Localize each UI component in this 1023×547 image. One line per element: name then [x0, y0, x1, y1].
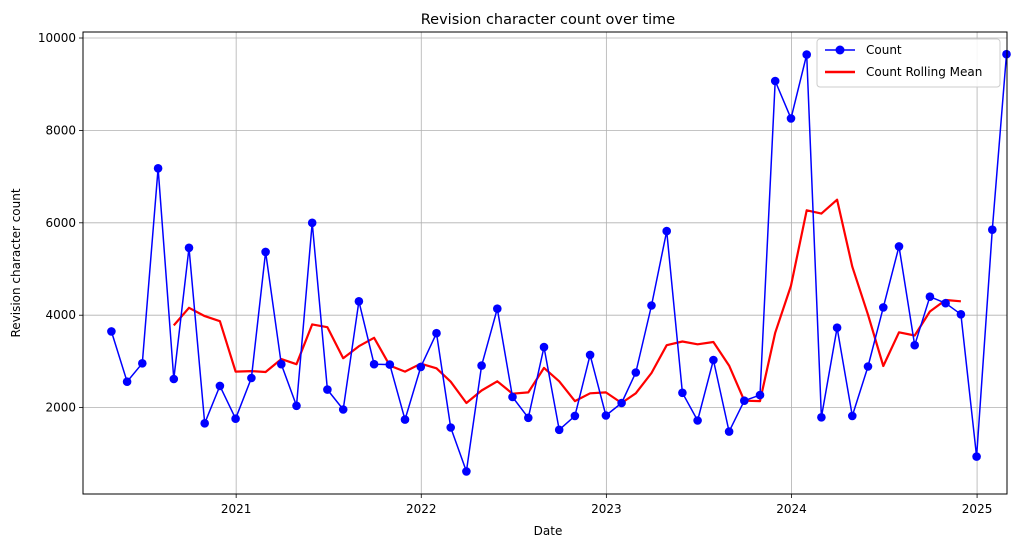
series-count-point	[925, 292, 935, 302]
series-count-point	[138, 359, 147, 368]
x-axis-ticks: 2021 2022 2023 2024 2025	[221, 494, 992, 516]
series-count-point	[802, 50, 811, 59]
plot-frame	[82, 31, 1008, 495]
series-count-point	[169, 374, 179, 384]
series-count-point	[988, 225, 997, 234]
series-count-point	[184, 243, 194, 253]
x-tick-label: 2021	[221, 502, 252, 516]
series-count-point	[215, 381, 225, 391]
series-count-point	[400, 415, 410, 424]
x-tick-label: 2022	[406, 502, 437, 516]
series-count-point	[956, 310, 966, 319]
y-tick-label: 2000	[45, 401, 76, 415]
plot-data	[107, 49, 1011, 476]
y-tick-label: 8000	[45, 123, 76, 137]
series-count-point	[786, 114, 796, 123]
series-count-point	[432, 328, 441, 338]
series-count-point	[879, 303, 888, 312]
series-count-point	[338, 405, 348, 414]
series-count-point	[153, 164, 163, 173]
series-count-point	[354, 297, 364, 306]
series-count-point	[462, 467, 471, 476]
series-count-point	[247, 373, 256, 383]
series-count-point	[231, 414, 240, 424]
series-count-point	[508, 392, 517, 402]
series-count-point	[554, 425, 564, 435]
series-count-point	[631, 368, 641, 377]
series-count-point	[524, 413, 533, 423]
series-count-point	[678, 388, 687, 398]
series-count-point	[910, 340, 919, 350]
series-count-point	[894, 242, 904, 251]
series-count-point	[570, 411, 580, 421]
x-tick-label: 2025	[962, 502, 993, 516]
series-count-point	[416, 362, 426, 372]
legend: Count Count Rolling Mean	[816, 38, 1001, 88]
series-count-point	[307, 218, 317, 228]
x-tick-label: 2024	[776, 502, 807, 516]
series-count-point	[261, 247, 270, 257]
series-count-point	[817, 413, 826, 422]
legend-count-label: Count	[866, 43, 902, 57]
series-count-point	[848, 411, 857, 421]
series-count-point	[693, 416, 702, 425]
series-count-point	[647, 301, 656, 310]
series-count-point	[493, 304, 502, 314]
y-tick-label: 4000	[45, 308, 76, 322]
series-count-point	[585, 350, 595, 360]
series-count-point	[863, 362, 873, 371]
chart-title: Revision character count over time	[421, 12, 676, 28]
x-tick-label: 2023	[591, 502, 622, 516]
y-tick-label: 10000	[38, 31, 76, 45]
series-count-point	[755, 390, 765, 400]
series-count-point	[832, 323, 842, 333]
series-count-point	[477, 361, 486, 370]
series-count-point	[724, 427, 734, 436]
series-count-point	[200, 419, 209, 428]
series-count-point	[369, 359, 379, 369]
y-axis-ticks: 2000 4000 6000 8000 10000	[38, 31, 83, 415]
legend-rolling-mean-label: Count Rolling Mean	[866, 65, 982, 79]
series-count-point	[107, 327, 116, 336]
series-count-point	[972, 452, 981, 461]
series-count-rolling-mean-line	[172, 198, 961, 405]
series-count-point	[122, 377, 132, 387]
y-axis-label: Revision character count	[9, 188, 23, 337]
series-count-point	[539, 342, 549, 352]
series-count-point	[662, 226, 671, 236]
legend-count-marker	[835, 45, 845, 55]
series-count-point	[740, 396, 749, 406]
series-count-point	[323, 385, 332, 394]
series-count-point	[770, 76, 780, 86]
series-count-point	[709, 355, 718, 365]
series-count-point	[601, 411, 611, 420]
y-tick-label: 6000	[45, 216, 76, 230]
series-count-point	[446, 423, 456, 432]
series-count-point	[617, 398, 626, 408]
series-count-point	[941, 298, 950, 308]
series-count-point	[385, 360, 395, 369]
series-count-point	[277, 359, 286, 369]
legend-box	[816, 38, 1001, 88]
x-axis-label: Date	[534, 524, 563, 538]
grid-lines	[83, 32, 1007, 494]
series-count-point	[292, 401, 301, 411]
